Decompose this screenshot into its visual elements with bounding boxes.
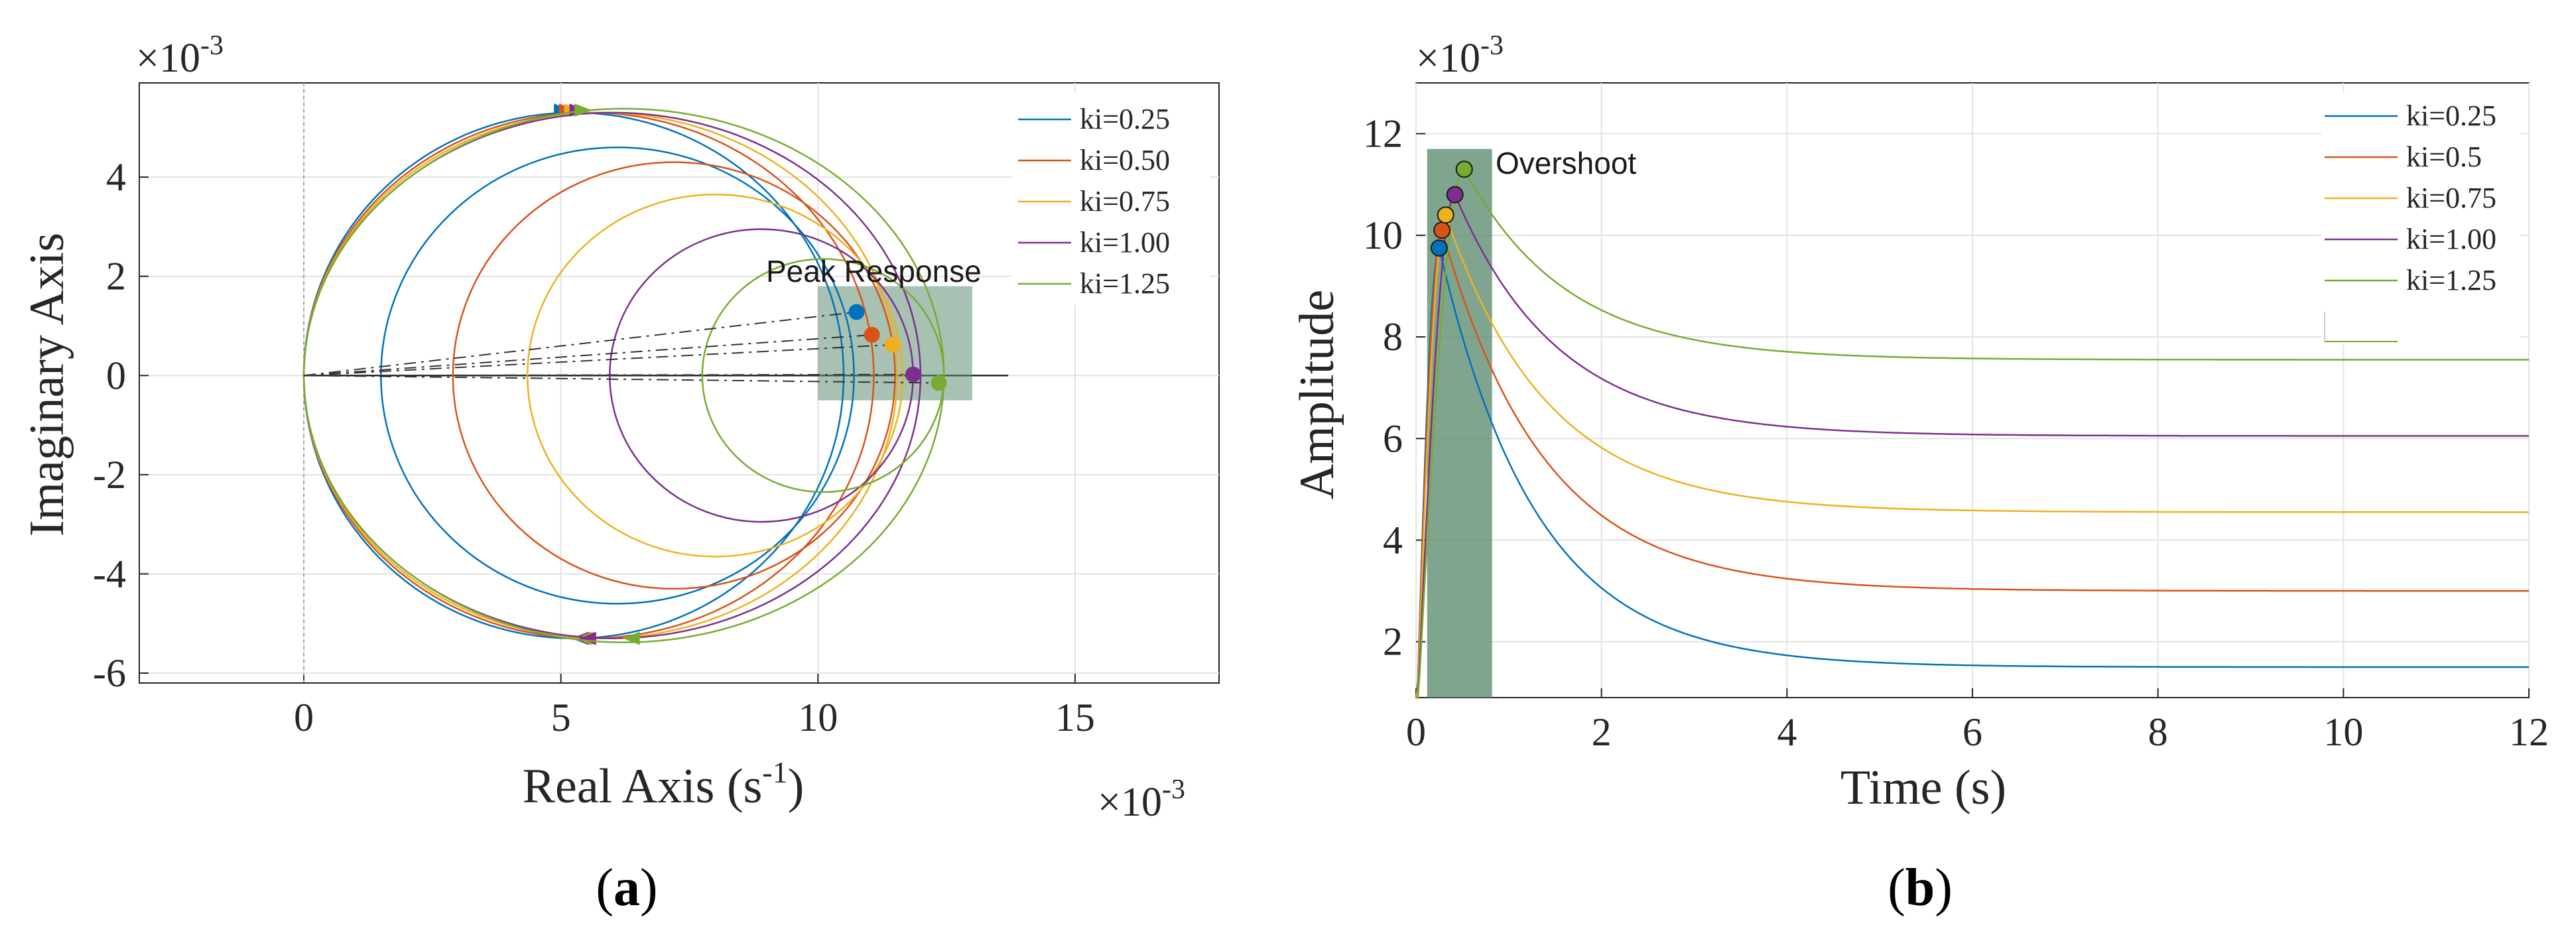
- step-response-line: [1415, 247, 2529, 698]
- panel-a-y-exponent: ×10-3: [136, 31, 224, 81]
- peak-response-marker: [848, 304, 865, 320]
- step-response-line: [1416, 168, 2529, 699]
- overshoot-marker: [1430, 239, 1448, 257]
- panel-a-ytick-label: -4: [93, 552, 126, 595]
- panel-a-ytick-label: -2: [93, 453, 126, 497]
- peak-response-annotation: Peak Response: [766, 254, 982, 288]
- panel-b-legend: ki=0.25 ki=0.5 ki=0.75 ki=1.00 ki=1.25: [2321, 93, 2520, 345]
- panel-b-ytick-label: 8: [1383, 315, 1403, 359]
- panel-a-legend: ki=0.25 ki=0.50 ki=0.75 ki=1.00 ki=1.25: [1011, 93, 1210, 305]
- overshoot-marker: [1446, 186, 1464, 204]
- panel-b-tick-labels: 0 2 4 6 8 10 12 2 4 6 8 10 12: [1363, 112, 2549, 754]
- overshoot-marker: [1455, 160, 1473, 178]
- panel-b-ytick-label: 6: [1383, 416, 1403, 460]
- legend-label: ki=0.5: [2406, 141, 2482, 173]
- panel-b-ytick-label: 2: [1383, 620, 1403, 664]
- panel-b-xlabel: Time (s): [1840, 761, 2006, 815]
- panel-b-xtick-label: 10: [2323, 710, 2363, 754]
- panel-b-ytick-label: 12: [1363, 112, 1403, 156]
- panel-b-ytick-label: 10: [1363, 214, 1403, 257]
- nyquist-outer-loop: [302, 111, 898, 639]
- peak-response-marker: [931, 375, 947, 391]
- panel-b-xtick-label: 12: [2509, 710, 2549, 754]
- panel-b-xtick-label: 2: [1592, 710, 1612, 754]
- legend-label: ki=1.00: [1080, 226, 1170, 259]
- panel-b-xtick-label: 4: [1777, 710, 1797, 754]
- peak-response-marker: [905, 366, 921, 383]
- panel-a-rays: [303, 311, 939, 384]
- peak-response-marker: [864, 326, 880, 343]
- nyquist-outer-loop: [302, 111, 875, 639]
- panel-b-xtick-label: 0: [1406, 710, 1426, 754]
- legend-label: ki=1.25: [2406, 264, 2496, 296]
- panel-a-ytick-label: 0: [106, 353, 126, 397]
- panel-a-ytick-label: 4: [106, 155, 126, 199]
- panel-a-curves: [302, 103, 945, 645]
- step-response-line: [1416, 193, 2529, 699]
- panel-b-label: (b): [1888, 859, 1953, 917]
- panel-a-x-exponent: ×10-3: [1098, 775, 1185, 825]
- panel-a: 0 5 10 15 -6 -4 -2 0 2 4 Peak Response Real Axis …: [20, 31, 1220, 917]
- nyquist-outer-loop: [302, 111, 845, 639]
- legend-label: ki=0.25: [1080, 103, 1170, 135]
- panel-a-xlabel: Real Axis (s-1): [523, 755, 805, 814]
- nyquist-inner-loop: [527, 194, 904, 558]
- panel-a-ytick-label: -6: [93, 651, 126, 695]
- nyquist-arrow-bottom: [622, 631, 640, 645]
- panel-a-legend-box: [1011, 93, 1210, 305]
- panel-a-label: (a): [596, 859, 657, 917]
- legend-label: ki=0.75: [1080, 185, 1170, 218]
- panel-b-y-exponent: ×10-3: [1416, 31, 1504, 81]
- panel-b: 0 2 4 6 8 10 12 2 4 6 8 10 12 Overshoot Time (s) Amp…: [1290, 31, 2549, 917]
- panel-b-ytick-label: 4: [1383, 519, 1403, 562]
- peak-ray: [304, 343, 893, 377]
- peak-ray: [304, 334, 872, 377]
- legend-label: ki=0.25: [2406, 99, 2496, 132]
- legend-label: ki=1.00: [2406, 223, 2496, 255]
- legend-label: ki=0.50: [1080, 144, 1170, 176]
- panel-b-curves: [1415, 168, 2529, 699]
- panel-a-tick-labels: 0 5 10 15 -6 -4 -2 0 2 4: [93, 155, 1095, 739]
- overshoot-annotation: Overshoot: [1496, 146, 1636, 180]
- panel-b-xtick-label: 8: [2148, 710, 2168, 754]
- step-response-line: [1415, 228, 2529, 698]
- panel-a-xtick-label: 5: [551, 696, 571, 739]
- legend-label: ki=0.75: [2406, 182, 2496, 214]
- panel-a-ylabel: Imaginary Axis: [20, 233, 74, 536]
- peak-ray: [304, 375, 939, 384]
- nyquist-outer-loop: [302, 107, 945, 643]
- peak-ray: [303, 311, 857, 377]
- panel-a-ytick-label: 2: [106, 255, 126, 298]
- nyquist-arrow-top: [574, 103, 592, 117]
- panel-a-xtick-label: 10: [798, 696, 838, 739]
- panel-b-legend-box: [2321, 93, 2520, 345]
- panel-b-xtick-label: 6: [1963, 710, 1982, 754]
- nyquist-inner-loop: [452, 161, 896, 590]
- panel-a-markers: [848, 304, 947, 391]
- overshoot-marker: [1433, 221, 1451, 239]
- step-response-line: [1415, 213, 2529, 698]
- panel-b-ylabel: Amplitude: [1290, 290, 1344, 500]
- legend-label: ki=1.25: [1080, 267, 1170, 300]
- overshoot-marker: [1437, 206, 1454, 224]
- panel-a-xtick-label: 15: [1055, 696, 1095, 739]
- panel-a-xtick-label: 0: [294, 696, 314, 739]
- peak-response-marker: [884, 336, 901, 353]
- panel-b-markers: [1430, 160, 1473, 257]
